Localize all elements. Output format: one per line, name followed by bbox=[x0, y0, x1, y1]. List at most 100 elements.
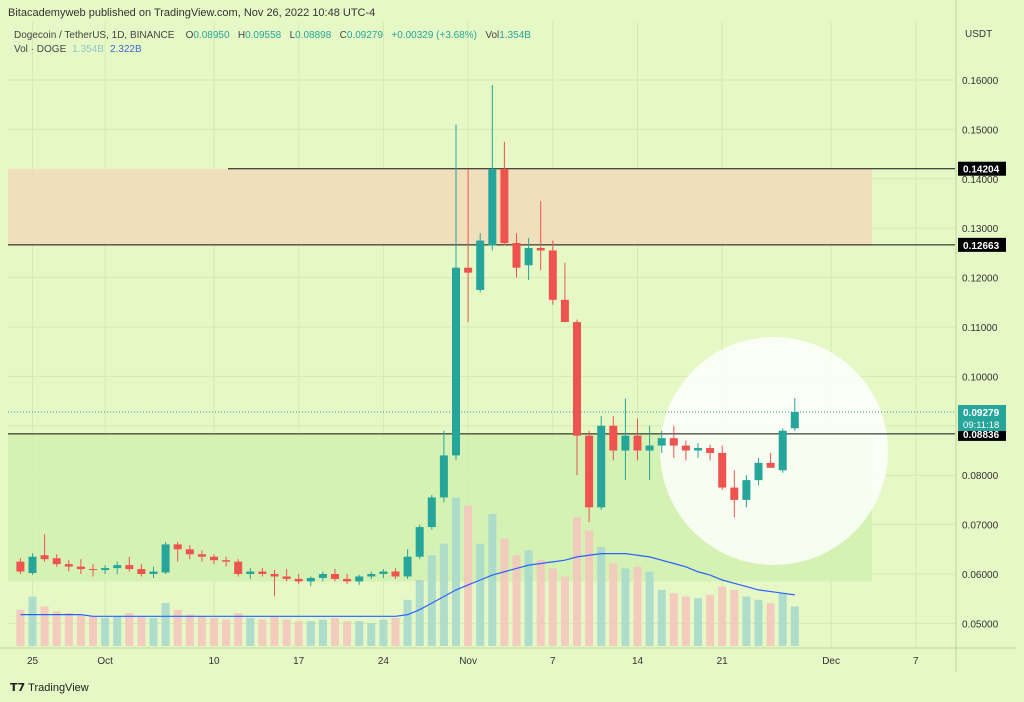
volume-bar bbox=[101, 617, 110, 646]
open-value: 0.08950 bbox=[193, 30, 230, 41]
candle-body bbox=[742, 480, 751, 500]
volume-bar bbox=[161, 603, 170, 646]
volume-bar bbox=[536, 560, 545, 646]
low-value: 0.08898 bbox=[295, 30, 332, 41]
volume-bar bbox=[718, 586, 727, 646]
high-label: H bbox=[237, 30, 246, 41]
candle-body bbox=[706, 448, 715, 453]
candle-body bbox=[379, 571, 388, 574]
volume-bar bbox=[657, 589, 666, 646]
volume-bar bbox=[149, 617, 158, 646]
candle-series bbox=[16, 84, 799, 597]
published-line: Bitacademyweb published on TradingView.c… bbox=[8, 7, 376, 19]
candle-body bbox=[645, 445, 654, 451]
volume-bar bbox=[28, 596, 37, 646]
volume-bar bbox=[306, 621, 315, 646]
x-tick-label: 17 bbox=[293, 656, 305, 667]
close-label: C bbox=[339, 30, 347, 41]
candle-body bbox=[185, 549, 194, 555]
supply-zone bbox=[8, 168, 872, 246]
y-tick-label: 0.14000 bbox=[962, 175, 999, 186]
candle-body bbox=[657, 438, 666, 446]
volume-bar bbox=[246, 617, 255, 646]
volume-bar bbox=[488, 514, 497, 646]
y-tick-label: 0.08000 bbox=[962, 471, 999, 482]
highlight-circle bbox=[660, 337, 888, 565]
y-tick-label: 0.05000 bbox=[962, 619, 999, 630]
candle-body bbox=[718, 452, 727, 488]
candle-body bbox=[778, 430, 787, 471]
candle-body bbox=[258, 571, 267, 574]
candle-body bbox=[210, 556, 218, 561]
volume-bar bbox=[64, 613, 73, 646]
open-label: O bbox=[185, 30, 194, 41]
volume-bar bbox=[137, 616, 146, 646]
volume-bar bbox=[500, 538, 509, 646]
volume-bar bbox=[282, 619, 291, 646]
tradingview-logo-icon: T7 bbox=[10, 681, 26, 694]
level-price-tag bbox=[958, 237, 1006, 252]
candle-body bbox=[790, 411, 799, 429]
symbol-line: Dogecoin / TetherUS, 1D, BINANCE O0.0895… bbox=[14, 30, 531, 41]
volume-bar bbox=[185, 614, 194, 646]
volume-bar bbox=[609, 563, 618, 646]
vol-label: Vol bbox=[485, 30, 500, 41]
candle-body bbox=[306, 577, 315, 582]
candle-body bbox=[355, 576, 364, 582]
last-price-tag bbox=[958, 405, 1006, 432]
volume-bar bbox=[270, 616, 279, 646]
volume-series bbox=[16, 497, 799, 646]
change-value: +0.00329 (+3.68%) bbox=[391, 30, 478, 41]
symbol-name: Dogecoin / TetherUS, 1D, BINANCE bbox=[14, 30, 175, 41]
volume-bar bbox=[343, 621, 352, 646]
volume-bar bbox=[742, 596, 751, 646]
close-value: 0.09279 bbox=[346, 30, 384, 41]
candle-body bbox=[28, 556, 37, 574]
level-price-label: 0.12663 bbox=[963, 241, 1000, 252]
volume-bar bbox=[210, 617, 218, 646]
volume-ma-value: 2.322B bbox=[109, 44, 142, 55]
volume-bar bbox=[355, 621, 364, 646]
volume-bar bbox=[645, 571, 654, 646]
candle-body bbox=[500, 168, 509, 244]
candle-body bbox=[694, 448, 702, 451]
volume-bar bbox=[379, 619, 388, 646]
candle-body bbox=[476, 240, 485, 290]
candle-body bbox=[125, 565, 134, 570]
candle-body bbox=[270, 574, 279, 577]
chart-axes: USDT0.050000.060000.070000.080000.090000… bbox=[0, 0, 1016, 672]
last-price-label: 0.09279 bbox=[963, 408, 1000, 419]
y-tick-label: 0.13000 bbox=[962, 224, 999, 235]
volume-bar bbox=[476, 543, 485, 646]
volume-bar bbox=[597, 547, 606, 646]
x-tick-label: 10 bbox=[208, 656, 220, 667]
volume-bar bbox=[585, 530, 594, 646]
candle-body bbox=[149, 571, 158, 574]
candle-body bbox=[573, 322, 581, 436]
candle-body bbox=[197, 554, 206, 557]
candle-body bbox=[439, 455, 448, 498]
y-axis-unit: USDT bbox=[965, 29, 992, 40]
volume-bar bbox=[76, 614, 85, 646]
volume-bar bbox=[16, 609, 25, 646]
candle-body bbox=[681, 445, 690, 451]
low-label: L bbox=[289, 30, 296, 41]
brand-name: TradingView bbox=[28, 682, 89, 694]
volume-bar bbox=[331, 617, 339, 646]
candle-body bbox=[101, 568, 110, 571]
candle-body bbox=[427, 497, 436, 528]
tradingview-brand[interactable]: T7 TradingView bbox=[10, 681, 89, 694]
volume-bar bbox=[52, 611, 61, 646]
y-tick-label: 0.10000 bbox=[962, 372, 999, 383]
candle-body bbox=[669, 438, 678, 446]
volume-bar bbox=[790, 606, 799, 646]
volume-indicator-line[interactable]: Vol · DOGE 1.354B 2.322B bbox=[14, 44, 142, 55]
candle-body bbox=[113, 565, 122, 569]
volume-bar bbox=[669, 593, 678, 646]
x-tick-label: Oct bbox=[97, 656, 113, 667]
x-tick-label: 7 bbox=[550, 656, 556, 667]
candle-body bbox=[766, 462, 775, 468]
candle-body bbox=[52, 558, 61, 565]
volume-bar bbox=[548, 568, 557, 646]
